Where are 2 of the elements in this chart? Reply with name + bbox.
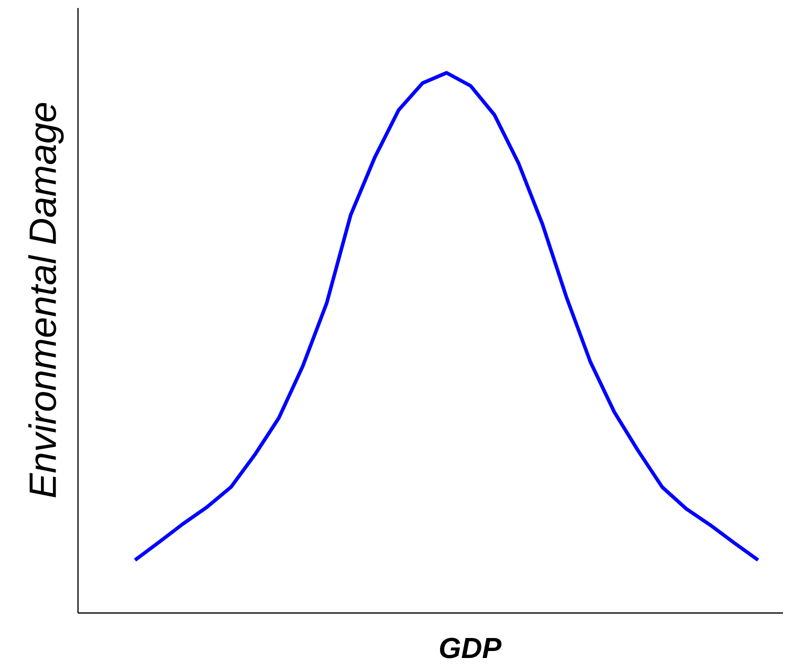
x-axis-title: GDP (440, 638, 502, 658)
y-axis-title: Environmental Damage (28, 102, 64, 498)
